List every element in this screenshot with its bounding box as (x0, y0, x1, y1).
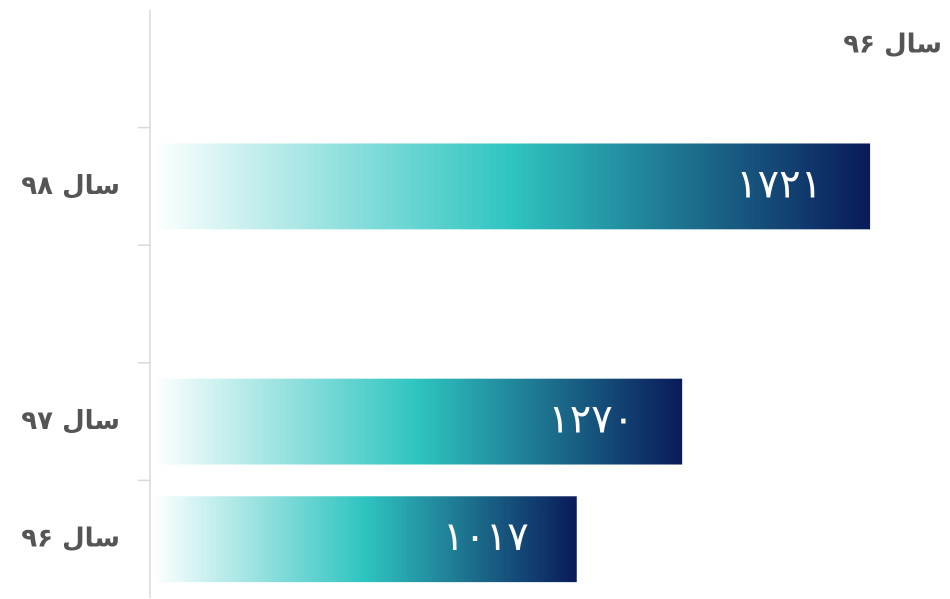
y-tick-label: سال ۹۸ (21, 171, 120, 201)
bar (153, 378, 683, 465)
value-label: ۱۲۷۰ (548, 397, 634, 443)
bar (153, 496, 577, 583)
value-label: ۱۰۱۷ (443, 514, 529, 560)
bar (153, 143, 871, 230)
y-tick-label: سال ۹۷ (21, 406, 120, 436)
y-tick-label: سال ۹۶ (21, 524, 120, 554)
chart-title: سال ۹۶ (843, 30, 942, 60)
value-label: ۱۷۲۱ (736, 161, 822, 207)
